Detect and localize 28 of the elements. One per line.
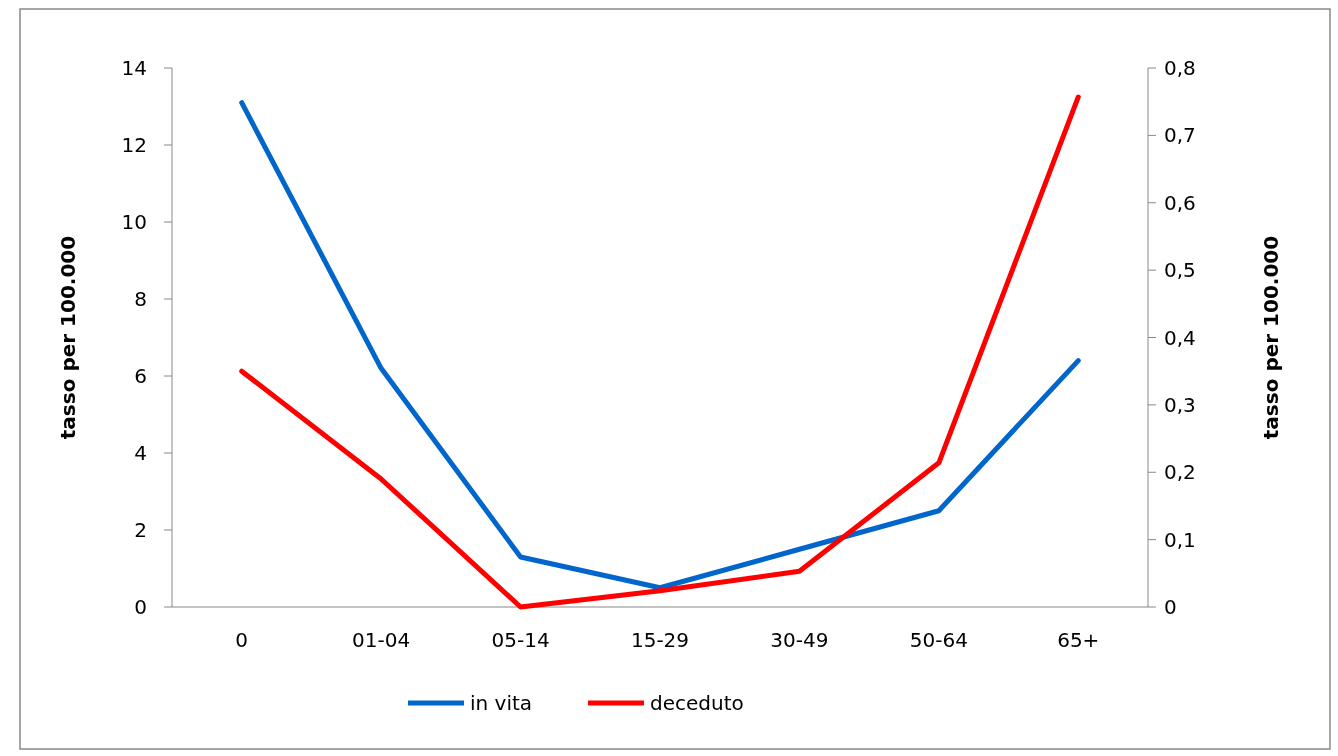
y2-tick-label: 0,6 — [1164, 190, 1196, 215]
legend-label: deceduto — [650, 691, 744, 715]
y-tick-label: 6 — [134, 364, 147, 388]
y2-tick-label: 0,3 — [1164, 392, 1196, 417]
y-tick-label: 14 — [121, 56, 147, 80]
y2-axis-title: tasso per 100.000 — [1259, 235, 1283, 440]
x-tick-label: 0 — [235, 628, 249, 652]
x-tick-label: 50-64 — [909, 628, 968, 652]
y-tick-label: 4 — [134, 441, 147, 465]
y2-tick-label: 0,7 — [1164, 123, 1196, 148]
y-tick-label: 10 — [121, 210, 147, 234]
y-tick-label: 12 — [121, 133, 147, 157]
x-tick-label: 01-04 — [352, 628, 411, 652]
y-axis-title: tasso per 100.000 — [56, 235, 80, 440]
y2-tick-label: 0 — [1164, 595, 1177, 619]
y2-tick-label: 0,2 — [1164, 460, 1196, 485]
legend-label: in vita — [470, 691, 533, 715]
y2-tick-label: 0,5 — [1164, 258, 1196, 283]
y-tick-label: 2 — [134, 518, 147, 542]
x-tick-label: 15-29 — [630, 628, 690, 652]
x-tick-label: 65+ — [1057, 628, 1100, 652]
y-tick-label: 0 — [134, 595, 147, 619]
x-tick-label: 05-14 — [491, 628, 550, 652]
y2-tick-label: 0,8 — [1164, 56, 1196, 80]
x-tick-label: 30-49 — [770, 628, 829, 652]
y2-tick-label: 0,1 — [1164, 527, 1196, 552]
y-tick-label: 8 — [134, 287, 147, 311]
y2-tick-label: 0,4 — [1164, 325, 1196, 350]
